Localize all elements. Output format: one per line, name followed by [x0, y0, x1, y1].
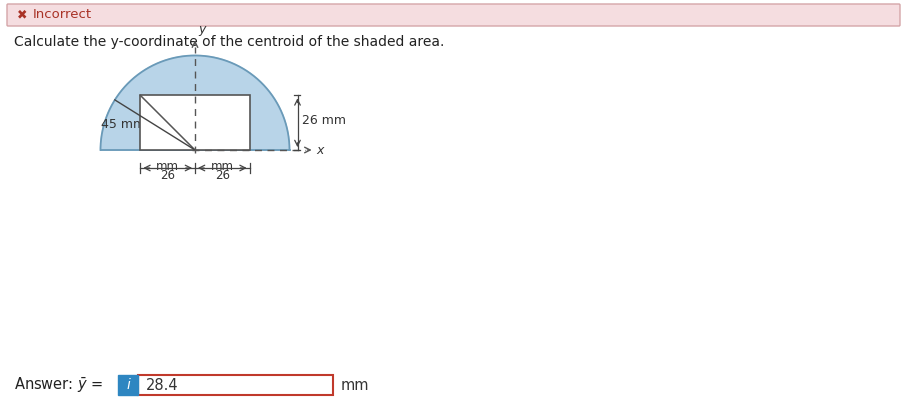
Text: 26 mm: 26 mm — [303, 114, 346, 127]
Text: ✖: ✖ — [16, 8, 27, 22]
Text: 28.4: 28.4 — [146, 378, 179, 393]
Text: 26: 26 — [215, 169, 229, 182]
Text: mm: mm — [341, 378, 369, 393]
Text: Calculate the y-coordinate of the centroid of the shaded area.: Calculate the y-coordinate of the centro… — [14, 35, 444, 49]
Polygon shape — [101, 56, 289, 150]
Text: i: i — [126, 378, 130, 392]
Bar — [141, 95, 249, 150]
Text: x: x — [317, 144, 324, 158]
Text: mm: mm — [210, 160, 234, 173]
Text: Answer: $\bar{y}$ =: Answer: $\bar{y}$ = — [14, 376, 103, 395]
Bar — [118, 375, 138, 395]
FancyBboxPatch shape — [7, 4, 900, 26]
Bar — [138, 375, 333, 395]
Text: Incorrect: Incorrect — [33, 8, 93, 22]
Text: y: y — [198, 22, 205, 36]
Text: 45 mm: 45 mm — [101, 118, 145, 132]
Text: mm: mm — [156, 160, 180, 173]
Text: 26: 26 — [161, 169, 175, 182]
